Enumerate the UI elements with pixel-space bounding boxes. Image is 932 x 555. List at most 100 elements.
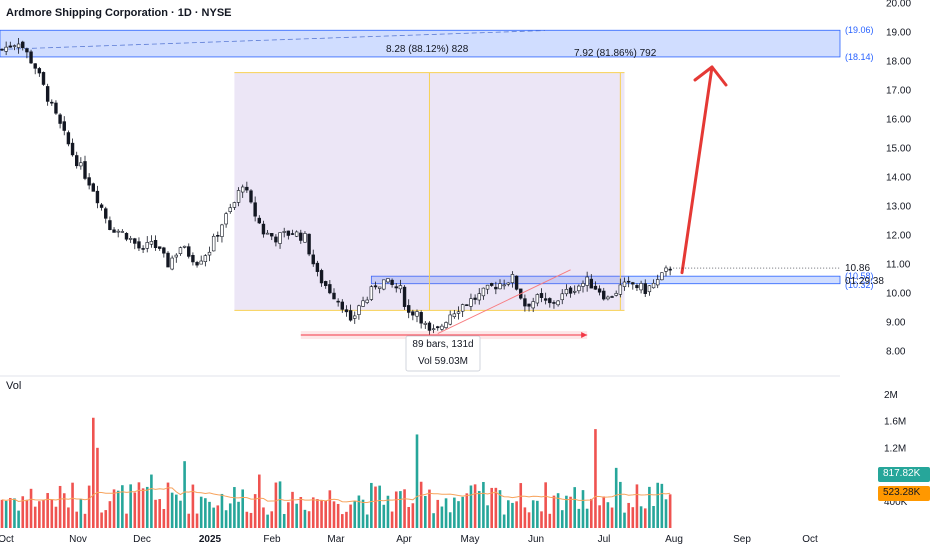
- volume-bar: [328, 490, 332, 528]
- volume-bar: [469, 485, 473, 528]
- volume-bar: [432, 513, 435, 528]
- candle-body: [431, 328, 436, 331]
- candle-body: [593, 285, 598, 290]
- candle-body: [498, 283, 502, 290]
- volume-bar: [361, 499, 365, 528]
- candle-body: [647, 285, 652, 293]
- volume-bar: [353, 500, 357, 528]
- candle-body: [187, 246, 191, 257]
- volume-bar: [619, 481, 622, 528]
- candle-body: [585, 276, 589, 286]
- candle-body: [635, 285, 639, 289]
- candle-body: [369, 286, 374, 300]
- volume-bar: [195, 513, 199, 528]
- volume-bar: [204, 498, 207, 528]
- volume-bar: [316, 499, 319, 528]
- volume-bar: [253, 494, 257, 528]
- volume-bar: [540, 511, 543, 528]
- volume-bar: [627, 502, 630, 528]
- candle-body: [307, 233, 311, 255]
- candle-body: [207, 251, 212, 256]
- volume-bar: [208, 501, 211, 528]
- countdown-timer: 01:29:38: [845, 276, 884, 287]
- volume-bar: [656, 482, 659, 528]
- volume-bar: [652, 506, 655, 528]
- candle-body: [128, 238, 133, 240]
- candle-body: [29, 51, 33, 64]
- volume-bar: [287, 502, 290, 528]
- price-axis-tick: 14.00: [886, 173, 911, 184]
- volume-bar: [648, 486, 651, 528]
- volume-ma-line: [1, 487, 671, 503]
- candle-body: [581, 283, 585, 287]
- volume-bar: [374, 486, 377, 528]
- price-axis-tick: 15.00: [886, 144, 911, 155]
- volume-bar: [262, 507, 265, 528]
- target-arrow-head: [693, 65, 728, 87]
- candle-body: [16, 43, 21, 48]
- time-axis-tick: Jun: [528, 534, 544, 545]
- volume-bar: [249, 512, 253, 528]
- volume-bar: [145, 486, 149, 528]
- candle-body: [614, 293, 618, 296]
- candle-body: [241, 186, 245, 193]
- candle-body: [589, 278, 594, 289]
- candle-body: [166, 252, 170, 268]
- volume-bar: [507, 500, 510, 528]
- candle-body: [282, 231, 286, 233]
- price-axis-tick: 18.00: [886, 57, 911, 68]
- candle-body: [539, 293, 544, 298]
- volume-ma-value: 523.28K: [883, 487, 921, 498]
- volume-bar: [291, 491, 294, 528]
- volume-bar: [295, 503, 298, 528]
- volume-bar: [428, 489, 431, 528]
- volume-bar: [166, 482, 170, 528]
- volume-bar: [502, 514, 506, 528]
- volume-bar: [552, 495, 556, 528]
- volume-bar: [179, 500, 182, 528]
- chart-title: Ardmore Shipping Corporation · 1D · NYSE: [6, 7, 232, 19]
- candle-body: [535, 294, 540, 304]
- volume-bar: [382, 504, 386, 528]
- volume-bar: [527, 512, 531, 528]
- candle-body: [477, 293, 481, 301]
- candle-body: [660, 272, 664, 281]
- candle-body: [124, 232, 129, 240]
- volume-bar: [79, 498, 83, 528]
- candle-body: [473, 297, 477, 300]
- zone-lower-bottom-label: (10.32): [845, 280, 874, 290]
- volume-bar: [556, 493, 560, 528]
- candle-body: [618, 284, 623, 295]
- candle-body: [510, 274, 515, 284]
- price-axis-tick: 19.00: [886, 28, 911, 39]
- volume-bar: [274, 482, 278, 528]
- candle-body: [54, 102, 58, 114]
- volume-bar: [311, 497, 315, 528]
- candle-body: [4, 46, 8, 52]
- time-axis-tick: Mar: [327, 534, 345, 545]
- volume-bar: [465, 493, 469, 528]
- volume-bar: [585, 508, 589, 528]
- candle-body: [481, 287, 486, 297]
- volume-bar: [108, 501, 112, 528]
- candle-body: [415, 311, 419, 317]
- volume-bar: [100, 512, 103, 528]
- volume-bar: [515, 501, 518, 528]
- candle-body: [58, 114, 62, 124]
- volume-bar: [71, 482, 74, 528]
- volume-bar: [511, 502, 514, 528]
- volume-bar: [307, 511, 311, 528]
- volume-bar: [610, 507, 614, 528]
- volume-bar: [92, 417, 95, 528]
- volume-bar: [324, 500, 327, 528]
- candle-body: [303, 233, 307, 243]
- candle-body: [274, 236, 278, 243]
- candle-body: [456, 311, 461, 314]
- volume-bar: [237, 501, 240, 528]
- candle-body: [377, 286, 382, 289]
- candle-body: [465, 304, 469, 306]
- volume-bar: [121, 485, 124, 528]
- candle-body: [50, 101, 54, 104]
- volume-bar: [631, 507, 635, 528]
